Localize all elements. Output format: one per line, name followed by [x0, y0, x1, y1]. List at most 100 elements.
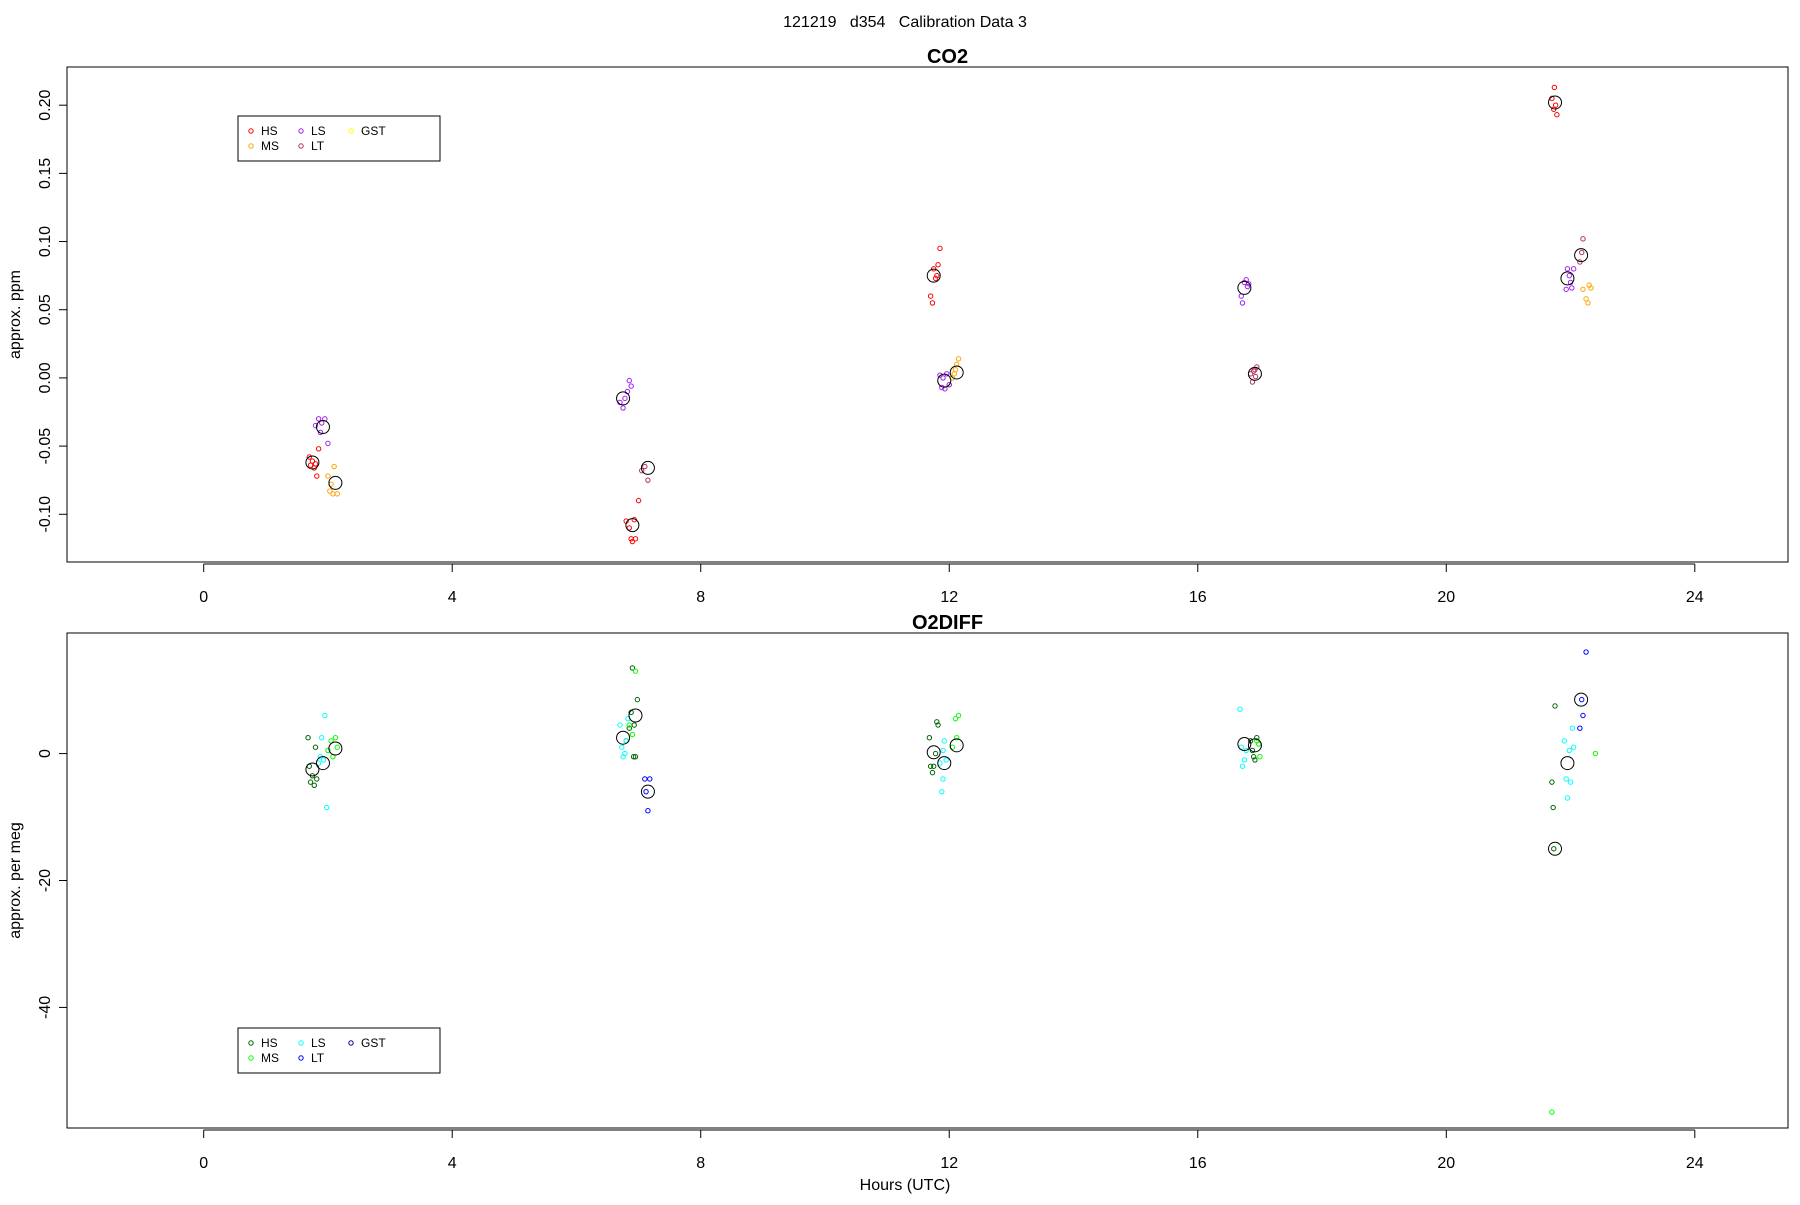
o2diff-x-tick-label: 0 [199, 1155, 208, 1172]
co2-point-lt [645, 477, 651, 483]
co2-legend-marker-gst [348, 128, 354, 134]
co2-point-hs [1554, 112, 1560, 118]
co2-point-hs [632, 536, 639, 542]
co2-mean-marker [315, 420, 330, 434]
o2diff-point-lt [642, 776, 648, 782]
o2diff-point-ls [941, 738, 947, 744]
co2-point-ls [1570, 266, 1577, 272]
co2-panel: CO2 0 4 8 12 16 20 24 -0.10 -0.05 0.00 0.05 0.10 0.15… [7, 46, 1789, 606]
o2diff-point-ms [954, 735, 960, 741]
co2-point-ls [1564, 266, 1571, 272]
o2diff-legend-marker-hs [248, 1040, 254, 1046]
co2-point-hs [929, 300, 936, 306]
co2-point-ls [315, 416, 322, 422]
o2diff-point-ls [1566, 747, 1573, 754]
co2-legend-label-ls: LS [311, 124, 326, 138]
page-title: 121219 d354 Calibration Data 3 [783, 14, 1027, 31]
o2diff-point-lt [1583, 649, 1589, 655]
o2diff-point-ls [940, 776, 946, 782]
o2diff-point-ms [952, 715, 959, 722]
co2-mean-marker [1574, 248, 1589, 263]
o2diff-mean-marker [640, 784, 655, 799]
o2diff-mean-marker [1560, 756, 1575, 771]
o2diff-legend-label-ms: MS [261, 1051, 279, 1065]
co2-x-tick-label: 8 [696, 589, 705, 606]
o2diff-legend-marker-ls [298, 1040, 304, 1046]
co2-point-ms [954, 361, 960, 367]
co2-point-hs [309, 458, 316, 464]
o2diff-point-hs [1250, 754, 1257, 760]
o2diff-point-ms [1592, 750, 1599, 757]
o2diff-point-ms [1549, 1109, 1555, 1115]
o2diff-point-ls [324, 804, 330, 811]
o2diff-point-ms [626, 722, 632, 728]
co2-point-ms [334, 491, 340, 497]
co2-legend-label-gst: GST [361, 124, 386, 138]
o2diff-point-hs [926, 735, 933, 741]
co2-x-tick-label: 4 [448, 589, 457, 606]
co2-point-ms [327, 488, 333, 494]
o2diff-mean-marker [315, 756, 330, 771]
co2-x-tick-label: 20 [1437, 589, 1455, 606]
co2-mean-marker [305, 455, 320, 470]
co2-point-hs [635, 497, 642, 504]
co2-point-ls [1246, 281, 1252, 287]
o2diff-point-ls [943, 757, 949, 763]
o2diff-point-ls [1239, 763, 1246, 769]
o2diff-point-hs [1252, 757, 1258, 763]
co2-legend-marker-lt [298, 143, 304, 149]
o2diff-point-hs [312, 744, 319, 750]
co2-mean-marker [616, 391, 631, 406]
co2-mean-marker [926, 268, 941, 283]
o2diff-point-ls [319, 735, 325, 741]
co2-legend-marker-hs [248, 128, 254, 134]
o2diff-point-hs [626, 725, 632, 731]
o2diff-point-lt [645, 807, 651, 814]
o2diff-point-ms [632, 668, 639, 674]
o2diff-point-hs [1550, 804, 1556, 811]
o2diff-panel: O2DIFF 0 4 8 12 16 20 24 -40 -20 0 approx. per meg H… [7, 612, 1789, 1172]
o2diff-point-hs [305, 735, 311, 741]
o2diff-x-tick-label: 8 [696, 1155, 705, 1172]
o2diff-point-hs [1551, 846, 1557, 852]
x-axis-label: Hours (UTC) [860, 1177, 951, 1194]
co2-mean-marker [625, 518, 640, 533]
o2diff-point-lt [1579, 696, 1585, 703]
co2-point-lt [1252, 373, 1259, 380]
co2-y-tick-label: 0.20 [37, 90, 54, 121]
co2-point-hs [1552, 102, 1559, 108]
co2-point-hs [934, 272, 940, 279]
o2diff-mean-marker [305, 762, 320, 777]
o2diff-point-ls [1561, 738, 1568, 744]
o2diff-mean-marker [628, 708, 643, 723]
co2-point-ls [1563, 286, 1569, 292]
o2diff-point-hs [935, 722, 941, 728]
co2-mean-marker [1548, 95, 1563, 110]
co2-point-lt [1579, 249, 1585, 256]
co2-legend-box [237, 115, 441, 162]
co2-point-hs [1551, 84, 1558, 91]
co2-point-lt [1580, 236, 1586, 242]
o2diff-point-ms [955, 712, 962, 719]
o2diff-point-ls [1563, 776, 1569, 782]
co2-point-ls [1244, 283, 1251, 290]
o2diff-point-ls [617, 722, 623, 728]
co2-point-ls [1566, 272, 1573, 279]
co2-point-ms [325, 473, 331, 479]
o2diff-legend-marker-gst [348, 1040, 354, 1046]
co2-title: CO2 [927, 46, 968, 68]
co2-point-ls [946, 382, 952, 388]
co2-point-hs [629, 538, 636, 545]
co2-mean-marker [640, 460, 655, 475]
o2diff-x-tick-label: 4 [448, 1155, 457, 1172]
o2diff-legend-box [237, 1027, 441, 1074]
o2diff-point-ls [1241, 757, 1248, 763]
o2diff-mean-marker [1574, 692, 1589, 707]
co2-point-ls [1239, 300, 1246, 306]
o2diff-y-tick-label: -40 [37, 996, 54, 1019]
o2diff-mean-marker [926, 745, 941, 760]
o2diff-legend-label-hs: HS [261, 1036, 278, 1050]
o2diff-point-ms [325, 747, 331, 754]
